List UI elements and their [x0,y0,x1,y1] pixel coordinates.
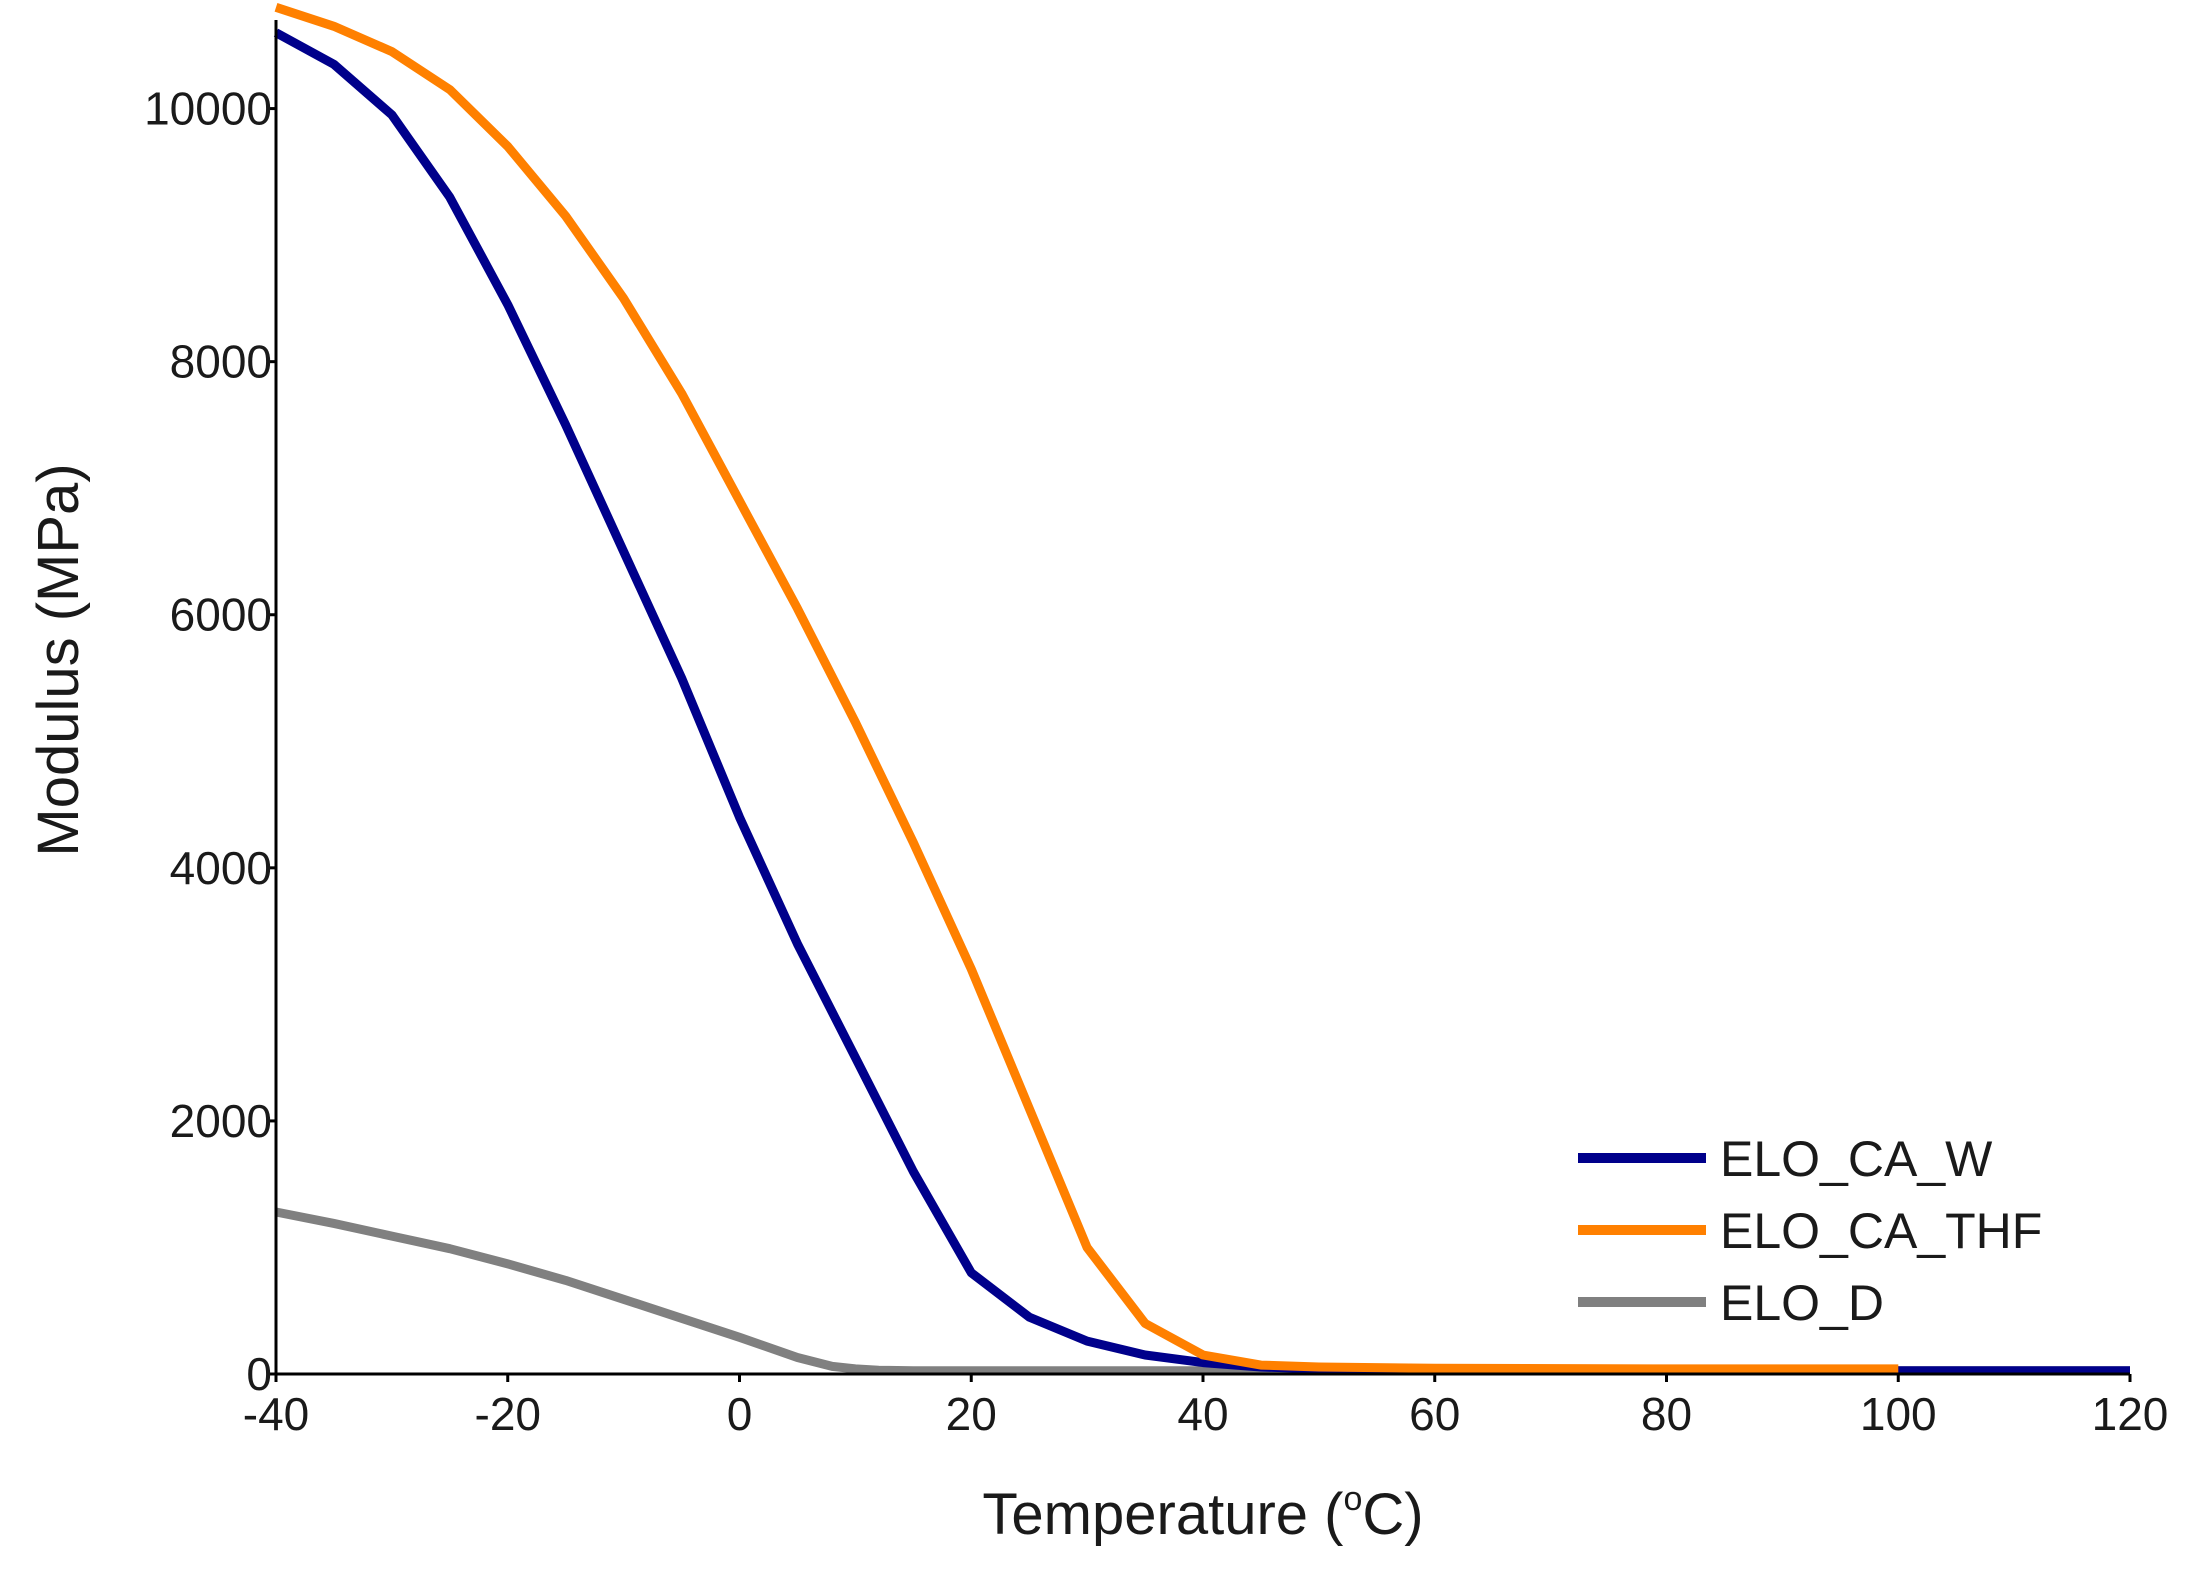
x-axis-title-main: Temperature ( [982,1482,1343,1547]
x-axis-title: Temperature (oC) [982,1480,1423,1547]
y-tick-label: 10000 [144,83,272,135]
y-tick-label: 0 [246,1348,272,1400]
x-tick-label: 120 [2092,1388,2169,1440]
y-tick-label: 2000 [170,1095,272,1147]
x-tick-label: 60 [1409,1388,1460,1440]
legend-label-elo-ca-thf: ELO_CA_THF [1720,1203,2042,1259]
x-tick-label: -40 [243,1388,309,1440]
x-axis-title-degree: o [1343,1480,1362,1518]
legend-label-elo-d: ELO_D [1720,1275,1884,1331]
x-tick-label: 40 [1177,1388,1228,1440]
y-tick-label: 6000 [170,589,272,641]
y-ticks: 0 2000 4000 6000 8000 10000 [144,83,276,1400]
legend-label-elo-ca-w: ELO_CA_W [1720,1131,1993,1187]
x-tick-label: -20 [475,1388,541,1440]
x-axis-title-unit: C) [1362,1482,1423,1547]
legend: ELO_CA_W ELO_CA_THF ELO_D [1578,1131,2042,1331]
y-tick-label: 8000 [170,336,272,388]
x-tick-label: 20 [946,1388,997,1440]
series-line-elo-ca-thf [274,3,1899,1374]
x-tick-label: 0 [727,1388,753,1440]
x-tick-label: 80 [1641,1388,1692,1440]
x-tick-label: 100 [1860,1388,1937,1440]
series-layer [273,3,2130,1376]
y-axis-title: Modulus (MPa) [26,463,91,856]
y-tick-label: 4000 [170,842,272,894]
x-ticks: -40 -20 0 20 40 60 80 100 120 [243,1374,2169,1440]
